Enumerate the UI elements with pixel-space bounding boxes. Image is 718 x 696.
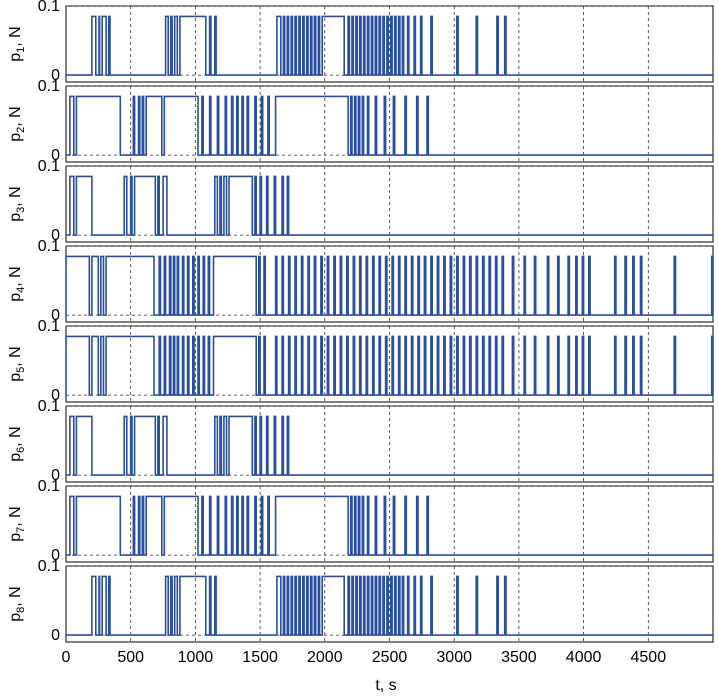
y-label-subscript: 5	[15, 367, 27, 373]
y-tick-label: 0.1	[38, 78, 60, 95]
y-label-tail: , N	[7, 586, 24, 606]
y-tick-label: 0	[51, 627, 60, 644]
y-label-subscript: 6	[15, 447, 27, 453]
subplot-p6: 0 0.1 p6, N	[7, 398, 714, 484]
x-tick-label: 3500	[501, 649, 537, 666]
x-tick-label: 1500	[242, 649, 278, 666]
y-label-tail: , N	[7, 106, 24, 126]
y-label-tail: , N	[7, 26, 24, 46]
x-axis-label: t, s	[375, 677, 396, 694]
signal-line-p7	[66, 495, 713, 556]
y-label-tail: , N	[7, 346, 24, 366]
y-tick-label: 0	[51, 147, 60, 164]
y-axis-label-p8: p8, N	[7, 586, 27, 621]
y-label-subscript: 3	[15, 207, 27, 213]
signal-line-p4	[65, 255, 714, 316]
y-axis-label-p6: p6, N	[7, 426, 27, 461]
signal-line-p2	[66, 95, 713, 156]
y-tick-label: 0.1	[38, 0, 60, 15]
subplot-p8: 0 0.1 p8, N	[7, 558, 714, 644]
y-label-main: p	[7, 373, 24, 382]
x-tick-label: 4500	[631, 649, 667, 666]
y-tick-label: 0	[51, 547, 60, 564]
y-tick-label: 0	[51, 67, 60, 84]
y-label-main: p	[7, 613, 24, 622]
y-axis-label-p1: p1, N	[7, 26, 27, 61]
y-label-tail: , N	[7, 266, 24, 286]
x-tick-label: 2500	[372, 649, 408, 666]
y-tick-label: 0	[51, 307, 60, 324]
y-label-subscript: 4	[15, 287, 27, 293]
signal-line-p6	[66, 415, 713, 476]
y-label-main: p	[7, 453, 24, 462]
y-label-main: p	[7, 53, 24, 62]
y-label-subscript: 7	[15, 527, 27, 533]
y-label-main: p	[7, 293, 24, 302]
y-label-tail: , N	[7, 506, 24, 526]
y-tick-label: 0.1	[38, 318, 60, 335]
y-label-main: p	[7, 133, 24, 142]
y-label-subscript: 1	[15, 47, 27, 53]
y-label-subscript: 2	[15, 127, 27, 133]
y-tick-label: 0	[51, 467, 60, 484]
y-axis-label-p4: p4, N	[7, 266, 27, 301]
signal-line-p8	[66, 575, 713, 636]
signal-line-p1	[66, 15, 713, 76]
subplot-p1: 0 0.1 p1, N	[7, 0, 714, 84]
y-tick-label: 0.1	[38, 238, 60, 255]
x-axis-tick-labels: 0 500 1000 1500 2000 2500 3000 3500 4000 4500	[62, 649, 667, 666]
y-tick-label: 0	[51, 227, 60, 244]
y-tick-label: 0.1	[38, 398, 60, 415]
y-axis-label-p2: p2, N	[7, 106, 27, 141]
signal-line-p3	[66, 175, 713, 236]
x-tick-label: 500	[117, 649, 144, 666]
x-tick-label: 1000	[178, 649, 214, 666]
x-tick-label: 3000	[436, 649, 472, 666]
subplot-p7: 0 0.1 p7, N	[7, 478, 714, 564]
y-axis-label-p5: p5, N	[7, 346, 27, 381]
signal-line-p5	[65, 335, 714, 396]
subplot-p5: 0 0.1 p5, N	[7, 318, 714, 404]
x-tick-label: 4000	[566, 649, 602, 666]
y-tick-label: 0.1	[38, 478, 60, 495]
y-tick-label: 0.1	[38, 158, 60, 175]
subplot-panels: 00.1p1, N00.1p2, N00.1p3, N00.1p4, N00.1…	[7, 0, 714, 644]
x-tick-label: 2000	[307, 649, 343, 666]
y-axis-label-p7: p7, N	[7, 506, 27, 541]
y-tick-label: 0.1	[38, 558, 60, 575]
y-label-tail: , N	[7, 186, 24, 206]
y-label-tail: , N	[7, 426, 24, 446]
subplot-p3: 0 0.1 p3, N	[7, 158, 714, 244]
y-axis-label-p3: p3, N	[7, 186, 27, 221]
y-label-main: p	[7, 533, 24, 542]
y-tick-label: 0	[51, 387, 60, 404]
subplot-p4: 0 0.1 p4, N	[7, 238, 714, 324]
y-label-main: p	[7, 213, 24, 222]
y-label-subscript: 8	[15, 607, 27, 613]
x-tick-label: 0	[62, 649, 71, 666]
subplot-p2: 0 0.1 p2, N	[7, 78, 714, 164]
